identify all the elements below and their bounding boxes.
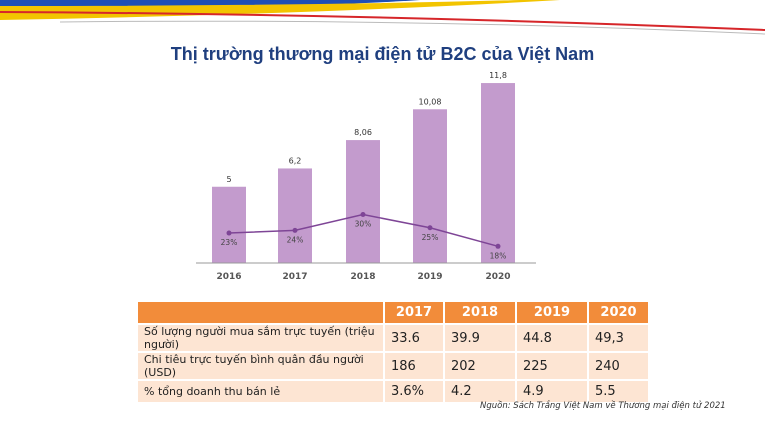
bar bbox=[346, 140, 380, 263]
bar bbox=[413, 109, 447, 263]
table-cell-label: Chi tiêu trực tuyến bình quân đầu người … bbox=[136, 351, 385, 381]
bar-value-label: 5 bbox=[226, 175, 231, 184]
table-cell: 44.8 bbox=[515, 323, 589, 353]
table-cell: 33.6 bbox=[383, 323, 445, 353]
table-header-cell: 2019 bbox=[515, 300, 589, 325]
table-cell: 4.2 bbox=[443, 379, 517, 404]
table-row: Số lượng người mua sắm trực tuyến (triệu… bbox=[136, 323, 650, 353]
bar bbox=[481, 83, 515, 263]
table-header-row: 2017 2018 2019 2020 bbox=[136, 300, 650, 325]
table-cell-label: Số lượng người mua sắm trực tuyến (triệu… bbox=[136, 323, 385, 353]
labels-layer: 5 2016 6,2 2017 8,06 2018 10,08 2019 11,8 2020 23%… bbox=[216, 71, 510, 282]
decorative-swoosh bbox=[0, 0, 765, 35]
growth-label: 18% bbox=[490, 251, 507, 260]
bars-layer bbox=[212, 83, 515, 263]
bar-value-label: 10,08 bbox=[419, 97, 442, 106]
growth-label: 30% bbox=[355, 220, 372, 229]
source-note: Nguồn: Sách Trắng Việt Nam về Thương mại… bbox=[480, 401, 726, 411]
table-cell: 202 bbox=[443, 351, 517, 381]
x-tick-label: 2016 bbox=[216, 272, 241, 282]
table-header-cell: 2020 bbox=[587, 300, 650, 325]
table-cell: 186 bbox=[383, 351, 445, 381]
x-tick-label: 2018 bbox=[350, 272, 375, 282]
table-cell: 4.9 bbox=[515, 379, 589, 404]
bar bbox=[212, 186, 246, 263]
bar-chart: 5 2016 6,2 2017 8,06 2018 10,08 2019 11,8 2020 23%… bbox=[196, 71, 536, 282]
growth-point bbox=[226, 230, 232, 236]
bar bbox=[278, 168, 312, 263]
chart-title: Thị trường thương mại điện tử B2C của Vi… bbox=[170, 44, 595, 64]
x-tick-label: 2019 bbox=[417, 272, 442, 282]
swoosh-gray-line bbox=[59, 20, 765, 35]
table-header-cell: 2017 bbox=[383, 300, 445, 325]
table-header-cell bbox=[136, 300, 385, 325]
bar-value-label: 11,8 bbox=[489, 71, 507, 80]
growth-line-layer bbox=[226, 212, 501, 249]
x-tick-label: 2020 bbox=[485, 272, 510, 282]
bar-value-label: 6,2 bbox=[289, 156, 302, 165]
growth-label: 25% bbox=[422, 233, 439, 242]
swoosh-yellow-band bbox=[0, 0, 560, 20]
table-cell-label: % tổng doanh thu bán lẻ bbox=[136, 379, 385, 404]
growth-point bbox=[360, 212, 366, 217]
table-cell: 3.6% bbox=[383, 379, 445, 404]
table-cell: 225 bbox=[515, 351, 589, 381]
bar-value-label: 8,06 bbox=[354, 128, 372, 137]
table-row: Chi tiêu trực tuyến bình quân đầu người … bbox=[136, 351, 650, 381]
growth-point bbox=[292, 227, 298, 233]
growth-label: 24% bbox=[287, 235, 304, 244]
table-cell: 240 bbox=[587, 351, 650, 381]
ecommerce-stats-table: 2017 2018 2019 2020 Số lượng người mua s… bbox=[136, 300, 650, 404]
growth-point bbox=[427, 225, 433, 231]
swoosh-red-line bbox=[0, 11, 765, 31]
growth-point bbox=[495, 243, 501, 249]
table-cell: 49,3 bbox=[587, 323, 650, 353]
table-header-cell: 2018 bbox=[443, 300, 517, 325]
table-cell: 5.5 bbox=[587, 379, 650, 404]
table-row: % tổng doanh thu bán lẻ 3.6% 4.2 4.9 5.5 bbox=[136, 379, 650, 404]
table-cell: 39.9 bbox=[443, 323, 517, 353]
growth-label: 23% bbox=[221, 238, 238, 247]
x-tick-label: 2017 bbox=[282, 272, 307, 282]
